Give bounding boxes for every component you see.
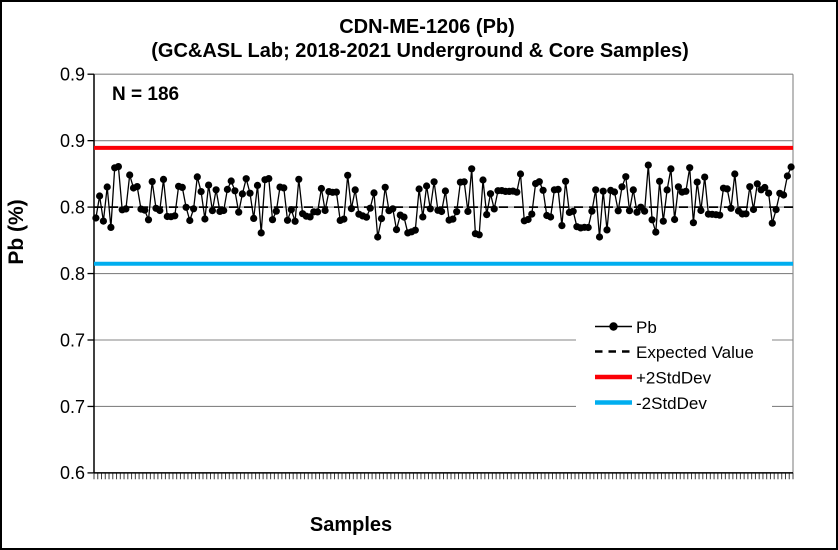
- svg-text:Pb: Pb: [636, 318, 657, 337]
- svg-text:Expected Value: Expected Value: [636, 343, 754, 362]
- svg-text:Pb (%): Pb (%): [5, 199, 28, 264]
- svg-text:0.7: 0.7: [60, 397, 85, 417]
- svg-text:0.6: 0.6: [60, 463, 85, 483]
- svg-text:0.8: 0.8: [60, 197, 85, 217]
- svg-text:(GC&ASL Lab; 2018-2021 Undergr: (GC&ASL Lab; 2018-2021 Underground & Cor…: [151, 40, 689, 62]
- svg-text:0.9: 0.9: [60, 65, 85, 85]
- svg-text:+2StdDev: +2StdDev: [636, 369, 712, 388]
- svg-text:CDN-ME-1206 (Pb): CDN-ME-1206 (Pb): [339, 16, 515, 38]
- svg-text:Samples: Samples: [310, 514, 392, 536]
- svg-text:0.7: 0.7: [60, 330, 85, 350]
- svg-text:N = 186: N = 186: [112, 84, 179, 105]
- svg-text:0.8: 0.8: [60, 264, 85, 284]
- svg-text:-2StdDev: -2StdDev: [636, 394, 707, 413]
- svg-text:0.9: 0.9: [60, 131, 85, 151]
